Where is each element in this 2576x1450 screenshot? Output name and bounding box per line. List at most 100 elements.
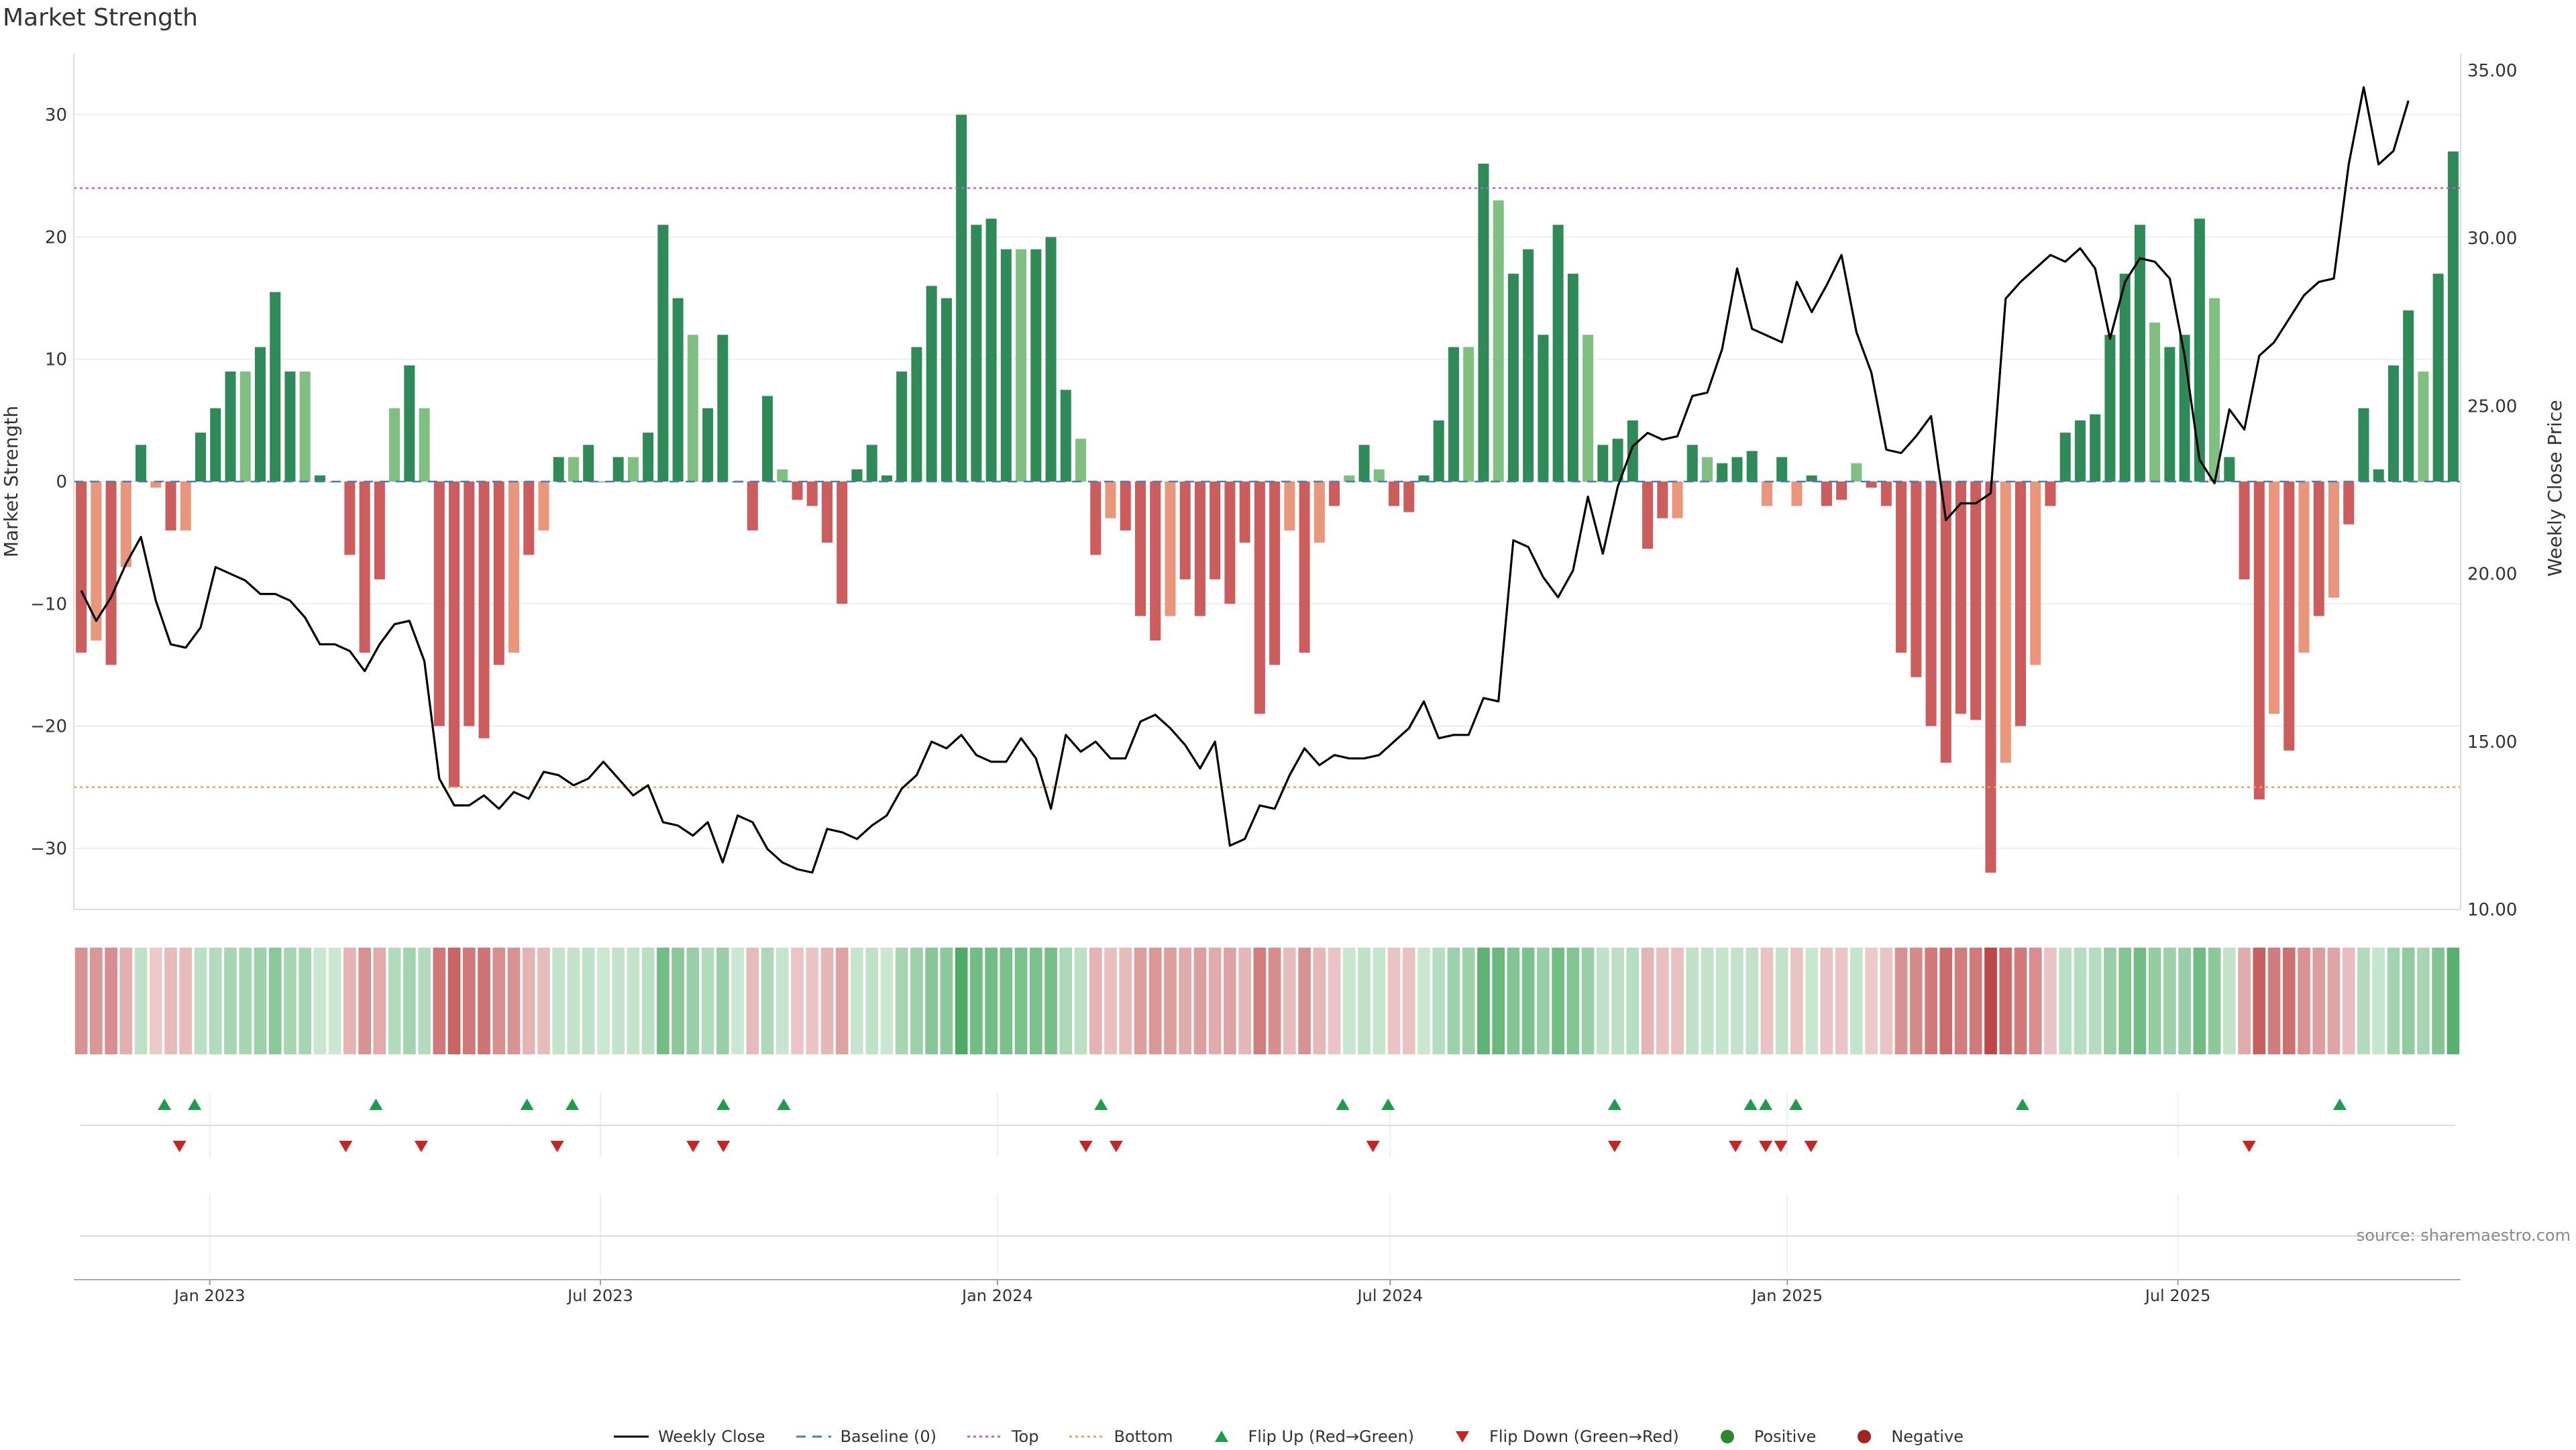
strength-bar bbox=[2328, 482, 2339, 598]
heat-cell bbox=[1566, 948, 1580, 1054]
heat-cell bbox=[1597, 948, 1609, 1054]
strength-bar bbox=[1493, 200, 1504, 482]
strength-bar bbox=[777, 469, 788, 482]
strength-bar bbox=[985, 219, 997, 482]
heat-cell bbox=[2088, 948, 2102, 1054]
heat-cell bbox=[1029, 948, 1042, 1054]
strength-bar bbox=[1806, 475, 1817, 482]
heat-cell bbox=[1074, 948, 1087, 1054]
heat-cell bbox=[2253, 948, 2266, 1054]
heat-cell bbox=[2432, 948, 2445, 1054]
heat-cell bbox=[1134, 948, 1147, 1054]
y2-tick-label: 15.00 bbox=[2467, 732, 2517, 752]
heat-cell bbox=[865, 948, 879, 1054]
heat-cell bbox=[2312, 948, 2326, 1054]
y-tick-label: 0 bbox=[56, 472, 67, 492]
solid-line-icon bbox=[613, 1435, 649, 1438]
y2-axis-title: Weekly Close Price bbox=[2544, 400, 2566, 576]
flip-up-marker bbox=[2332, 1099, 2347, 1110]
y-tick-label: −20 bbox=[30, 717, 67, 737]
strength-bar bbox=[553, 457, 564, 482]
strength-bar bbox=[374, 482, 385, 579]
heat-cell bbox=[2178, 948, 2191, 1054]
heat-cell bbox=[806, 948, 819, 1054]
heat-cell bbox=[1402, 948, 1415, 1054]
flip-up-marker bbox=[1094, 1099, 1108, 1110]
x-tick-label: Jul 2025 bbox=[2144, 1286, 2211, 1305]
legend-item: Positive bbox=[1709, 1427, 1816, 1446]
heat-cell bbox=[1179, 948, 1192, 1054]
heat-cell bbox=[925, 948, 938, 1054]
y-tick-label: 10 bbox=[45, 350, 67, 370]
strength-bar bbox=[2284, 482, 2295, 751]
heat-cell bbox=[1358, 948, 1371, 1054]
heat-cell bbox=[582, 948, 595, 1054]
circle-icon bbox=[1858, 1430, 1872, 1443]
heat-cell bbox=[1894, 948, 1908, 1054]
flip-down-marker bbox=[1607, 1141, 1621, 1152]
heat-cell bbox=[1507, 948, 1520, 1054]
strength-bar bbox=[105, 482, 117, 665]
strength-bar bbox=[583, 445, 594, 482]
heat-cell bbox=[2148, 948, 2161, 1054]
strength-bar bbox=[1523, 249, 1534, 482]
strength-bar bbox=[2239, 482, 2250, 579]
strength-bar bbox=[2164, 347, 2176, 482]
strength-bar bbox=[2253, 482, 2265, 799]
flip-down-marker bbox=[1366, 1141, 1380, 1152]
strength-bar bbox=[1478, 164, 1489, 482]
heat-cell bbox=[1954, 948, 1968, 1054]
strength-bar bbox=[866, 445, 877, 482]
legend-item: Top bbox=[966, 1427, 1039, 1446]
strength-bar bbox=[2403, 310, 2414, 482]
strength-bar bbox=[1955, 482, 1967, 714]
strength-bar bbox=[1463, 347, 1474, 482]
strength-bar bbox=[239, 371, 251, 482]
flip-up-marker bbox=[566, 1099, 580, 1110]
strength-bar bbox=[1657, 482, 1668, 518]
heat-cell bbox=[2447, 948, 2460, 1054]
y2-tick-label: 10.00 bbox=[2467, 900, 2517, 920]
strength-bar bbox=[2015, 482, 2026, 726]
strength-bar bbox=[1165, 482, 1176, 616]
flip-down-marker bbox=[1774, 1141, 1788, 1152]
strength-bar bbox=[359, 482, 370, 653]
heat-cell bbox=[224, 948, 237, 1054]
heat-cell bbox=[2044, 948, 2057, 1054]
strength-bar bbox=[717, 335, 729, 482]
heat-cell bbox=[701, 948, 714, 1054]
strength-bar bbox=[433, 482, 445, 726]
heat-cell bbox=[746, 948, 759, 1054]
strength-bar bbox=[76, 482, 87, 653]
source-note: source: sharemaestro.com bbox=[2356, 1226, 2571, 1245]
heat-cell bbox=[791, 948, 804, 1054]
legend-label: Flip Down (Green→Red) bbox=[1489, 1427, 1679, 1446]
strength-bar bbox=[1582, 335, 1594, 482]
strength-bar bbox=[1717, 463, 1728, 482]
heat-cell bbox=[433, 948, 446, 1054]
strength-bar bbox=[1075, 439, 1087, 482]
strength-bar bbox=[1567, 274, 1578, 482]
flip-up-marker bbox=[1381, 1099, 1395, 1110]
heat-cell bbox=[1342, 948, 1356, 1054]
strength-bar bbox=[2134, 225, 2145, 482]
strength-bar bbox=[195, 433, 207, 482]
strength-bar bbox=[1403, 482, 1415, 512]
legend-label: Bottom bbox=[1114, 1427, 1173, 1446]
heat-cell bbox=[761, 948, 774, 1054]
strength-bar bbox=[1045, 237, 1057, 482]
strength-bar bbox=[2432, 274, 2444, 482]
flip-down-marker bbox=[339, 1141, 353, 1152]
circle-icon bbox=[1720, 1430, 1734, 1443]
strength-bar bbox=[762, 396, 773, 482]
heat-cell bbox=[1880, 948, 1893, 1054]
x-tick-label: Jul 2024 bbox=[1356, 1286, 1424, 1305]
strength-bar bbox=[2194, 219, 2205, 482]
heat-cell bbox=[910, 948, 923, 1054]
heat-cell bbox=[1417, 948, 1430, 1054]
flip-up-marker bbox=[158, 1099, 172, 1110]
strength-bar bbox=[1597, 445, 1609, 482]
legend-label: Top bbox=[1011, 1427, 1039, 1446]
heat-cell bbox=[1865, 948, 1878, 1054]
y-tick-label: 20 bbox=[45, 227, 67, 247]
